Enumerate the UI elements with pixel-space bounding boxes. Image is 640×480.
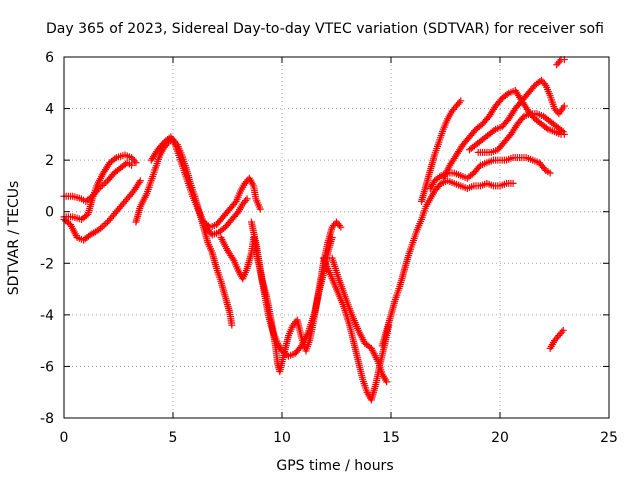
data-point bbox=[558, 328, 566, 336]
x-tick-label: 15 bbox=[382, 430, 400, 446]
data-point bbox=[558, 126, 566, 134]
x-tick-label: 0 bbox=[60, 430, 69, 446]
y-tick-label: -6 bbox=[40, 359, 54, 375]
x-tick-labels: 0 5 10 15 20 25 bbox=[60, 430, 618, 446]
y-tick-label: -2 bbox=[40, 256, 54, 272]
series-track bbox=[60, 151, 140, 223]
chart-title: Day 365 of 2023, Sidereal Day-to-day VTE… bbox=[46, 21, 604, 37]
y-tick-label: -4 bbox=[40, 308, 54, 324]
data-point bbox=[102, 178, 110, 186]
data-point bbox=[229, 255, 237, 263]
series-track bbox=[474, 110, 567, 156]
data-point bbox=[455, 99, 463, 107]
x-tick-label: 10 bbox=[273, 430, 291, 446]
data-point bbox=[256, 205, 264, 213]
y-axis-title: SDTVAR / TECUs bbox=[6, 181, 22, 296]
data-point bbox=[128, 161, 136, 169]
data-point bbox=[542, 124, 550, 132]
series-track bbox=[553, 56, 568, 69]
data-point bbox=[135, 178, 143, 186]
series-track bbox=[247, 218, 336, 360]
data-point bbox=[383, 378, 391, 386]
data-point bbox=[560, 102, 568, 110]
data-point bbox=[102, 220, 110, 228]
x-tick-label: 20 bbox=[491, 430, 509, 446]
data-point bbox=[335, 221, 343, 229]
series-track bbox=[546, 326, 567, 352]
series-track bbox=[147, 133, 251, 239]
data-point bbox=[231, 199, 239, 207]
data-series bbox=[60, 56, 568, 404]
data-point bbox=[546, 169, 554, 177]
y-tick-label: -8 bbox=[40, 411, 54, 427]
data-point bbox=[243, 195, 251, 203]
y-tick-label: 2 bbox=[45, 153, 54, 169]
data-point bbox=[559, 326, 567, 334]
series-track bbox=[418, 97, 465, 205]
data-point bbox=[503, 90, 511, 98]
x-axis-title: GPS time / hours bbox=[276, 458, 393, 474]
data-point bbox=[136, 177, 144, 185]
data-point bbox=[132, 159, 140, 167]
y-tick-label: 0 bbox=[45, 205, 54, 221]
plot-frame bbox=[63, 56, 610, 419]
data-point bbox=[228, 321, 236, 329]
data-point bbox=[556, 57, 564, 65]
data-point bbox=[540, 80, 548, 88]
data-point bbox=[111, 155, 119, 163]
y-tick-labels: -8 -6 -4 -2 0 2 4 6 bbox=[40, 50, 54, 427]
data-point bbox=[337, 223, 345, 231]
data-point bbox=[328, 234, 336, 241]
data-point bbox=[457, 97, 465, 105]
x-tick-label: 25 bbox=[600, 430, 618, 446]
data-point bbox=[559, 128, 567, 136]
series-track bbox=[378, 177, 517, 350]
data-point bbox=[98, 223, 106, 231]
series-track bbox=[200, 174, 264, 231]
data-point bbox=[130, 157, 138, 165]
data-point bbox=[100, 180, 108, 188]
axis-ticks bbox=[63, 56, 610, 419]
y-tick-label: 6 bbox=[45, 50, 54, 66]
series-track bbox=[60, 177, 144, 244]
grid bbox=[64, 57, 609, 418]
series-track bbox=[439, 87, 568, 182]
series-track bbox=[328, 254, 391, 386]
series-track bbox=[465, 76, 568, 154]
data-point bbox=[242, 197, 250, 205]
data-point bbox=[509, 179, 517, 187]
x-tick-label: 5 bbox=[169, 430, 178, 446]
y-tick-label: 4 bbox=[45, 102, 54, 118]
data-point bbox=[100, 221, 108, 229]
data-point bbox=[490, 126, 498, 134]
series-track bbox=[426, 154, 554, 193]
